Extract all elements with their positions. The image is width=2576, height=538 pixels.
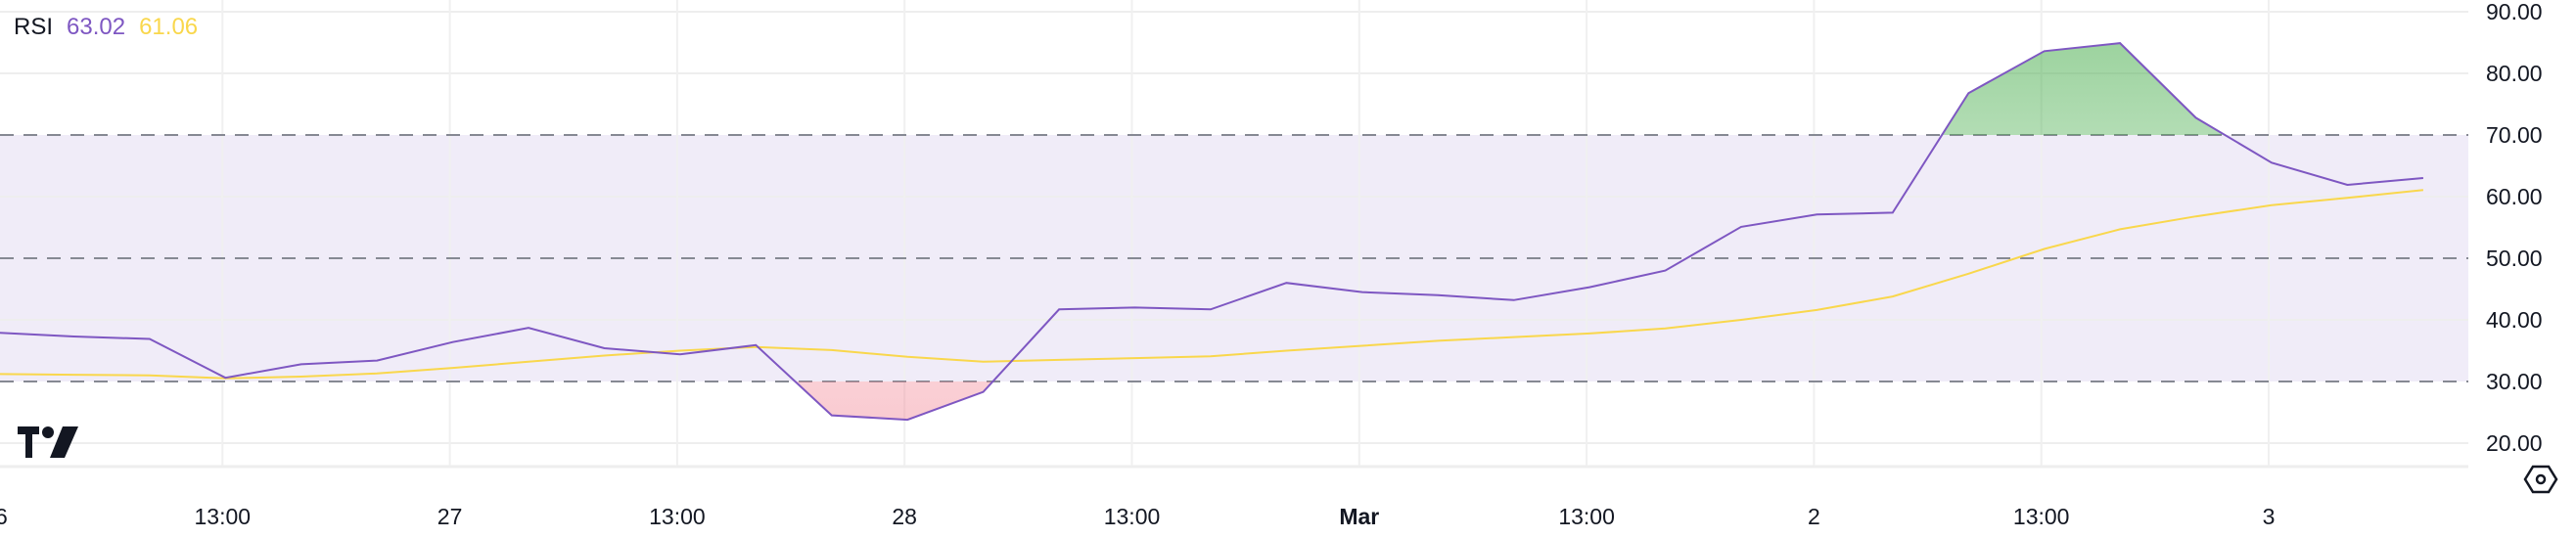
indicator-legend: RSI 63.02 61.06	[14, 14, 198, 41]
y-tick-label: 60.00	[2486, 184, 2543, 209]
x-tick-label: 13:00	[649, 504, 706, 529]
x-tick-label: 3	[2263, 504, 2276, 529]
x-tick-label: 13:00	[2013, 504, 2070, 529]
y-tick-label: 90.00	[2486, 0, 2543, 24]
indicator-name: RSI	[14, 14, 54, 40]
x-tick-label: 26	[0, 504, 8, 529]
x-tick-label: 2	[1808, 504, 1820, 529]
x-tick-label: 13:00	[1104, 504, 1161, 529]
rsi-line	[0, 42, 2423, 422]
x-tick-label: 28	[892, 504, 917, 529]
x-tick-label: 13:00	[195, 504, 252, 529]
y-tick-label: 70.00	[2486, 122, 2543, 148]
x-tick-label: 13:00	[1558, 504, 1615, 529]
x-tick-label: 27	[437, 504, 463, 529]
y-tick-label: 80.00	[2486, 61, 2543, 86]
y-tick-label: 50.00	[2486, 246, 2543, 271]
y-tick-label: 20.00	[2486, 430, 2543, 456]
y-tick-label: 40.00	[2486, 307, 2543, 333]
rsi-value: 63.02	[67, 14, 126, 40]
ma-line	[0, 189, 2424, 380]
tradingview-logo[interactable]	[18, 426, 80, 463]
ma-value: 61.06	[139, 14, 199, 40]
y-tick-label: 30.00	[2486, 369, 2543, 394]
settings-hexagon-icon[interactable]	[2523, 462, 2558, 502]
x-tick-label: Mar	[1339, 504, 1379, 529]
overbought-fill	[0, 43, 2423, 135]
